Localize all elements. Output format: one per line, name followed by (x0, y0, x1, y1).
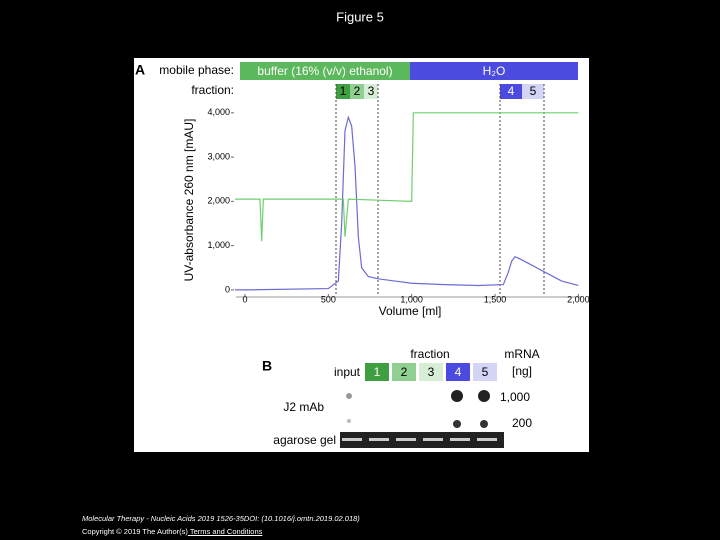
slide-title: Figure 5 (336, 9, 384, 24)
fraction-box (365, 363, 389, 381)
x-tick-label: 500 (321, 294, 336, 304)
fraction-box (500, 84, 522, 99)
fraction-number: 1 (340, 84, 347, 98)
mrna-header: [ng] (512, 364, 532, 378)
fraction-number: 5 (530, 84, 537, 98)
gel-bands (342, 438, 497, 441)
fraction-number: 4 (455, 365, 462, 379)
copyright: Copyright © 2019 The Author(s) Terms and… (82, 527, 262, 536)
fraction-box (446, 363, 470, 381)
row-label: J2 mAb (283, 400, 324, 414)
x-tick-label: 0 (242, 294, 247, 304)
water-bar (410, 62, 578, 80)
fraction-box (336, 84, 350, 99)
fraction-number: 3 (428, 365, 435, 379)
y-axis-label: UV-absorbance 260 nm [mAU] (182, 119, 196, 282)
input-label: input (334, 365, 361, 379)
fraction-label: fraction: (191, 83, 234, 97)
mrna-header: mRNA (504, 347, 539, 361)
fraction-box (364, 84, 378, 99)
fraction-number: 2 (354, 84, 361, 98)
figure: Figure 5 A mobile phase: buffer (16% (v/… (134, 9, 590, 452)
y-tick-label: 1,000 (207, 240, 230, 250)
row-label: agarose gel (273, 433, 336, 447)
amount-label: 1,000 (500, 390, 530, 404)
fraction-dividers (335, 84, 545, 295)
phase-label: buffer (16% (v/v) ethanol) (257, 64, 392, 78)
y-tick-label: 0 (225, 284, 230, 294)
y-tick-label: 2,000 (207, 196, 230, 206)
signal-line (235, 115, 579, 291)
fraction-box (419, 363, 443, 381)
fraction-box (522, 84, 544, 99)
fraction-number: 3 (368, 84, 375, 98)
citation: Molecular Therapy - Nucleic Acids 2019 1… (82, 514, 360, 523)
x-tick-label: 1,000 (400, 294, 423, 304)
y-tick-label: 3,000 (207, 151, 230, 161)
panel-label: A (135, 62, 145, 78)
fraction-number: 2 (401, 365, 408, 379)
fraction-number: 5 (482, 365, 489, 379)
buffer-bar (240, 62, 410, 80)
fraction-number: 1 (374, 365, 381, 379)
signal-line (235, 112, 579, 242)
x-tick-label: 1,500 (484, 294, 507, 304)
phase-label: H₂O (483, 64, 506, 78)
copyright-text: Copyright © 2019 The Author(s) (82, 527, 188, 536)
fraction-box (473, 363, 497, 381)
fraction-box (350, 84, 364, 99)
amount-label: 200 (512, 416, 532, 430)
agarose-gel (340, 432, 504, 448)
y-tick-label: 4,000 (207, 107, 230, 117)
fraction-header: fraction (410, 347, 449, 361)
figure-panel (134, 58, 589, 452)
x-axis-label: Volume [ml] (379, 304, 442, 318)
x-tick-label: 2,000 (567, 294, 590, 304)
mobile-phase-label: mobile phase: (159, 63, 234, 77)
terms-link[interactable]: Terms and Conditions (187, 527, 263, 536)
dot-blot (346, 390, 490, 428)
panel-label: B (262, 358, 272, 374)
fraction-box (392, 363, 416, 381)
fraction-number: 4 (508, 84, 515, 98)
